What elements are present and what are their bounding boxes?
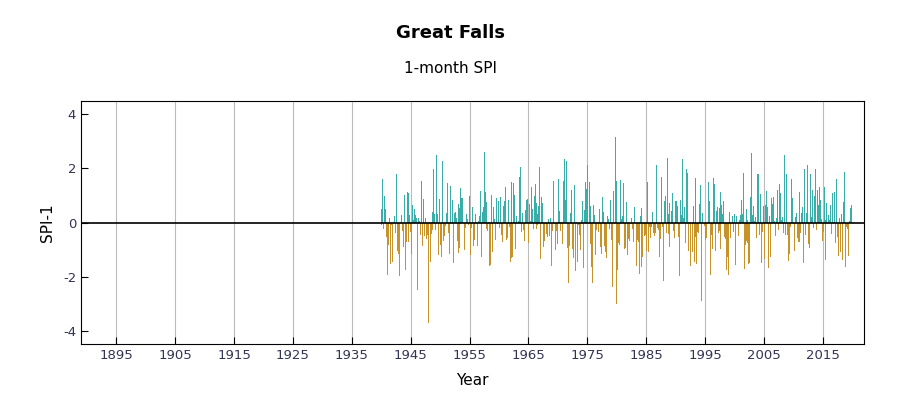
Text: Great Falls: Great Falls: [395, 24, 505, 42]
Y-axis label: SPI-1: SPI-1: [40, 203, 55, 242]
Text: 1-month SPI: 1-month SPI: [403, 60, 497, 76]
X-axis label: Year: Year: [456, 373, 489, 388]
